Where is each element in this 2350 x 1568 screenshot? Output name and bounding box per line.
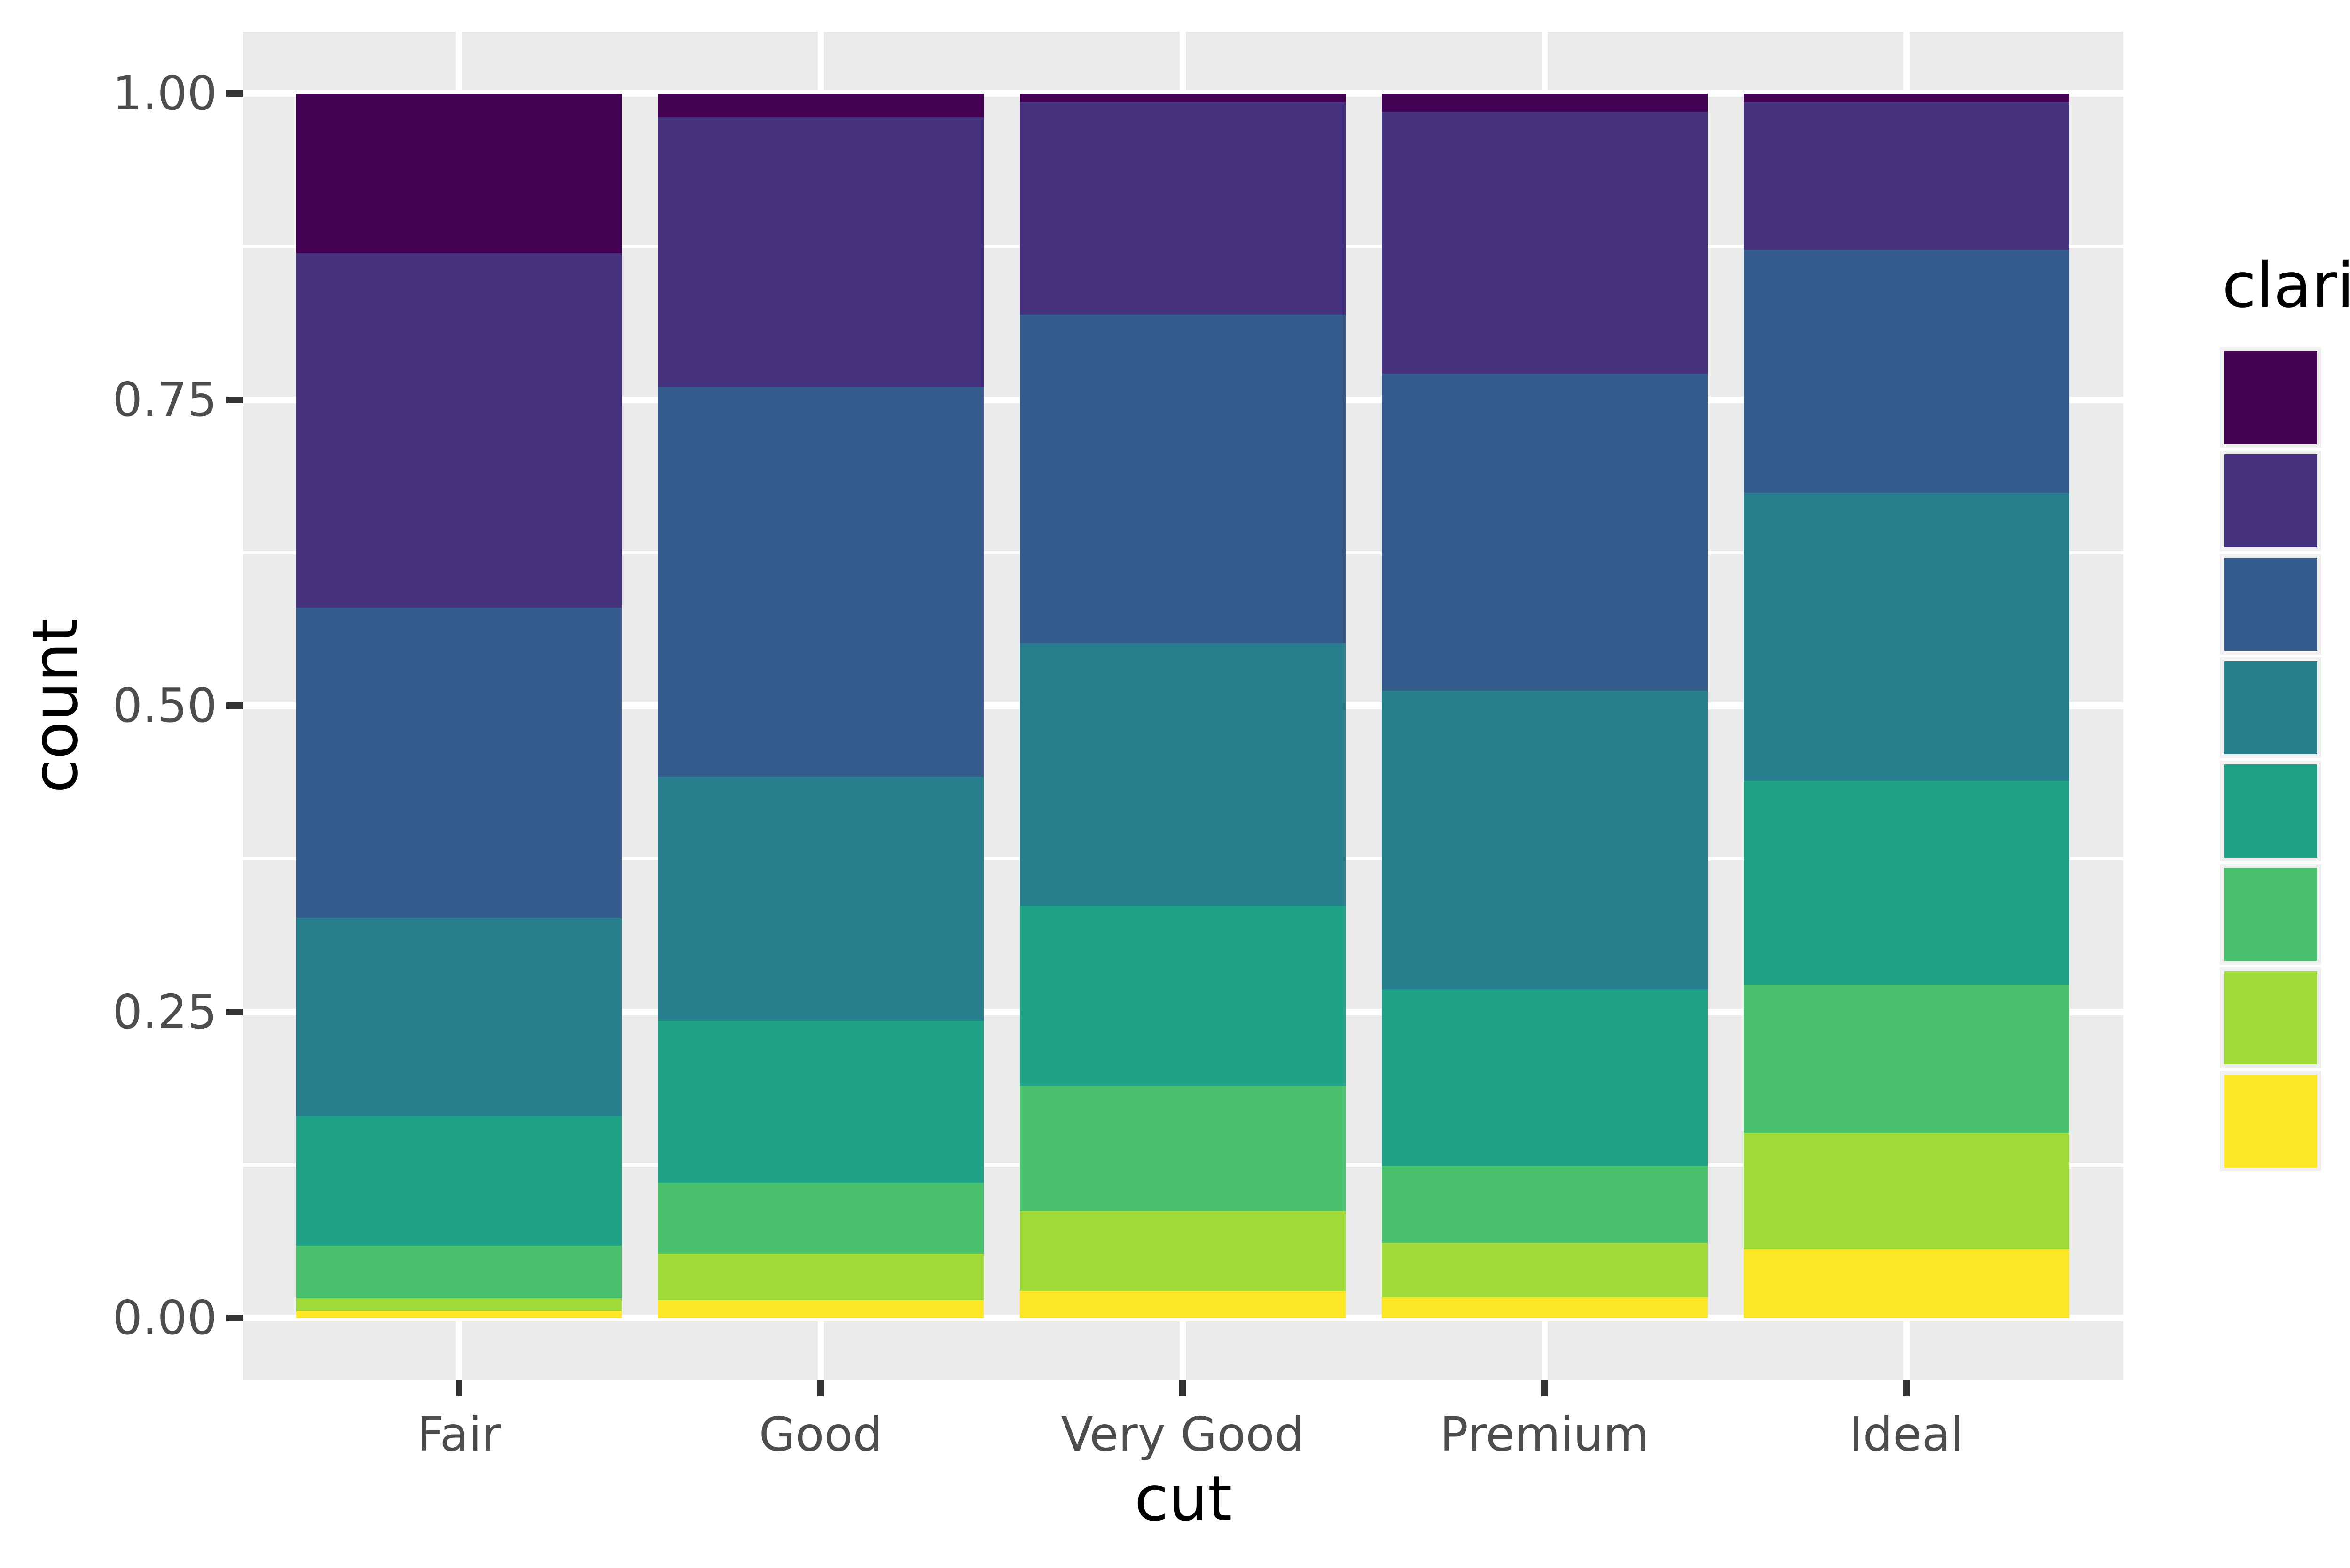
x-tick: [1179, 1380, 1186, 1396]
bar-segment-good-vs2: [658, 776, 984, 1021]
bar-segment-fair-si2: [296, 253, 622, 608]
x-axis-title: cut: [1134, 1463, 1232, 1535]
bar-segment-good-vvs1: [658, 1254, 984, 1301]
y-tick-label: 0.75: [112, 372, 217, 427]
bar-segment-premium-vs2: [1381, 691, 1708, 989]
bar-segment-good-i1: [658, 94, 984, 118]
x-tick-label: Good: [759, 1407, 883, 1462]
bar-segment-premium-i1: [1381, 94, 1708, 112]
bar-segment-very-good-i1: [1019, 94, 1346, 102]
y-tick-label: 0.50: [112, 678, 217, 733]
y-tick: [226, 90, 243, 97]
y-tick: [226, 1008, 243, 1015]
x-tick-label: Very Good: [1061, 1407, 1305, 1462]
bar-segment-fair-vs1: [296, 1116, 622, 1246]
bar-segment-ideal-si1: [1743, 250, 2069, 493]
bar-segment-good-if: [658, 1300, 984, 1318]
bar-segment-ideal-si2: [1743, 101, 2069, 250]
legend-swatch-si2: [2224, 454, 2317, 547]
bar-segment-premium-if: [1381, 1297, 1708, 1318]
bar-segment-very-good-si1: [1019, 315, 1346, 644]
y-tick: [226, 396, 243, 403]
legend-swatch-if: [2224, 1075, 2317, 1168]
y-tick: [226, 702, 243, 709]
bar-segment-ideal-if: [1743, 1249, 2069, 1318]
y-axis-title: count: [19, 618, 92, 794]
bar-segment-fair-vs2: [296, 918, 622, 1116]
bar-segment-very-good-vvs1: [1019, 1210, 1346, 1291]
x-tick: [455, 1380, 462, 1396]
x-tick-label: Fair: [417, 1407, 501, 1462]
y-tick: [226, 1315, 243, 1321]
legend-swatch-vs2: [2224, 661, 2317, 754]
x-tick-label: Premium: [1440, 1407, 1649, 1462]
x-tick-label: Ideal: [1849, 1407, 1964, 1462]
bar-segment-good-vs1: [658, 1021, 984, 1183]
bar-segment-fair-vvs2: [296, 1245, 622, 1298]
bar-segment-good-si2: [658, 117, 984, 388]
bar-segment-fair-i1: [296, 94, 622, 253]
bar-segment-good-vvs2: [658, 1182, 984, 1254]
plot-panel: [243, 32, 2123, 1380]
bar-segment-fair-si1: [296, 607, 622, 918]
legend-title: clarity: [2222, 250, 2350, 322]
x-tick: [817, 1380, 824, 1396]
bar-segment-very-good-vvs2: [1019, 1085, 1346, 1211]
bar-segment-premium-vvs2: [1381, 1165, 1708, 1243]
x-tick: [1541, 1380, 1548, 1396]
bar-segment-good-si1: [658, 387, 984, 777]
bar-segment-premium-si1: [1381, 373, 1708, 691]
bar-segment-very-good-si2: [1019, 102, 1346, 315]
bar-segment-ideal-vvs2: [1743, 984, 2069, 1133]
y-tick-label: 1.00: [112, 66, 217, 121]
legend-swatch-i1: [2224, 351, 2317, 444]
bar-segment-ideal-i1: [1743, 94, 2069, 102]
y-tick-label: 0.00: [112, 1290, 217, 1345]
legend-swatch-vs1: [2224, 764, 2317, 858]
bar-segment-ideal-vvs1: [1743, 1132, 2069, 1249]
bar-segment-premium-si2: [1381, 111, 1708, 374]
bar-segment-premium-vs1: [1381, 989, 1708, 1166]
x-tick: [1903, 1380, 1910, 1396]
bar-segment-fair-vvs1: [296, 1298, 622, 1311]
y-tick-label: 0.25: [112, 984, 217, 1039]
bar-segment-very-good-vs1: [1019, 905, 1346, 1086]
bar-segment-ideal-vs2: [1743, 492, 2069, 781]
legend-swatch-vvs2: [2224, 868, 2317, 961]
bar-segment-fair-if: [296, 1311, 622, 1318]
legend-swatch-si1: [2224, 558, 2317, 651]
bar-segment-premium-vvs1: [1381, 1242, 1708, 1298]
bar-segment-ideal-vs1: [1743, 781, 2069, 985]
bar-segment-very-good-if: [1019, 1291, 1346, 1318]
bar-segment-very-good-vs2: [1019, 643, 1346, 906]
legend-swatch-vvs1: [2224, 971, 2317, 1064]
